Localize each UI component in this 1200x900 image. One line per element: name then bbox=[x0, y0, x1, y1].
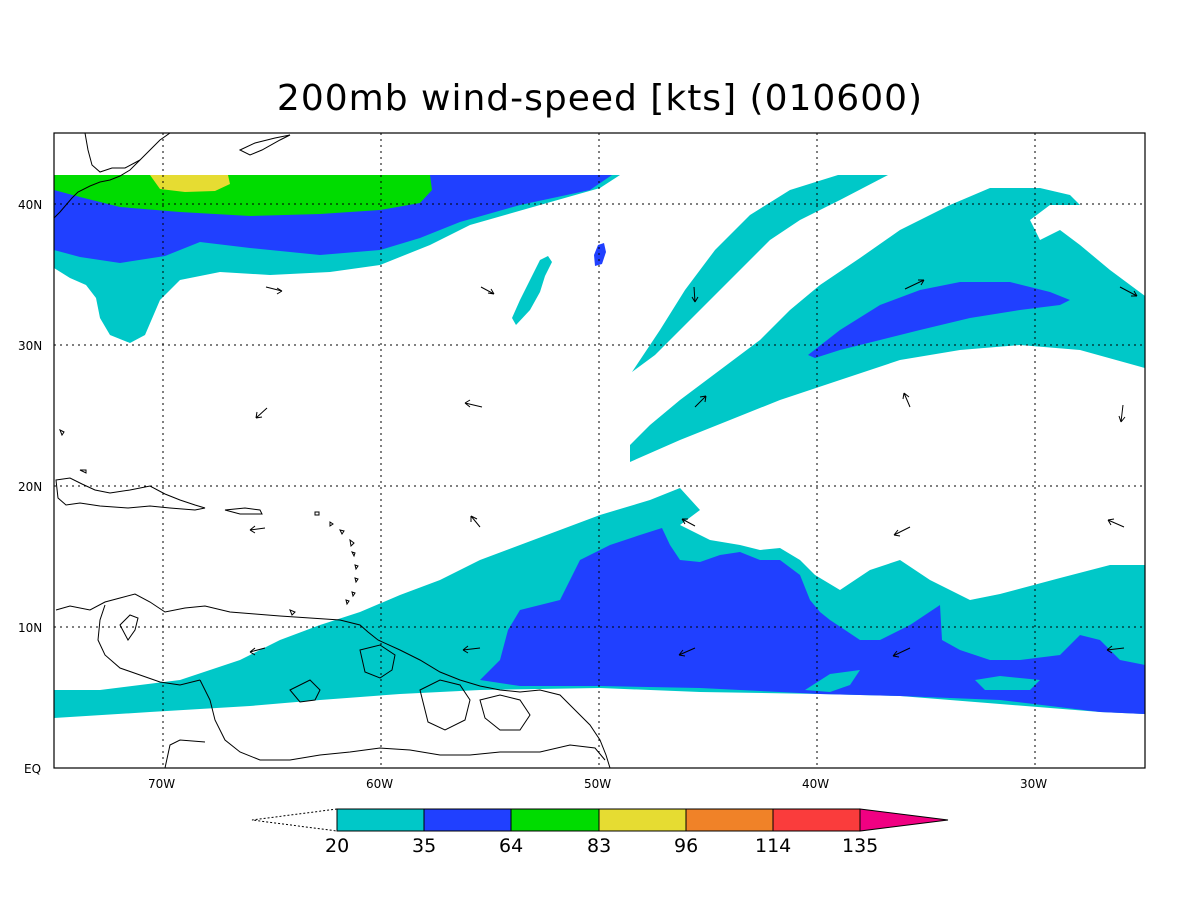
diagonal-band-20kt bbox=[632, 175, 888, 372]
lat-lon-grid bbox=[54, 133, 1145, 768]
lat-tick-30n: 30N bbox=[18, 339, 42, 353]
lon-tick-50w: 50W bbox=[584, 777, 611, 791]
colorbar-label-114: 114 bbox=[755, 835, 791, 857]
wind-arrow bbox=[1106, 645, 1125, 654]
colorbar-bin-83-96 bbox=[598, 808, 687, 832]
wind-arrow bbox=[249, 647, 266, 656]
colorbar-label-135: 135 bbox=[842, 835, 878, 857]
colorbar-label-96: 96 bbox=[674, 835, 698, 857]
colorbar-bin-64-83 bbox=[510, 808, 600, 832]
wind-arrow bbox=[462, 645, 481, 654]
colorbar-label-64: 64 bbox=[499, 835, 523, 857]
wind-arrow bbox=[249, 525, 266, 534]
lon-tick-labels: 70W 60W 50W 40W 30W bbox=[148, 777, 1047, 791]
colorbar-label-35: 35 bbox=[412, 835, 436, 857]
lon-tick-60w: 60W bbox=[366, 777, 393, 791]
diagonal-band-35kt bbox=[808, 282, 1070, 358]
wind-arrow bbox=[892, 647, 911, 658]
wind-vectors bbox=[249, 279, 1138, 658]
lon-tick-30w: 30W bbox=[1020, 777, 1047, 791]
wind-arrow bbox=[464, 399, 483, 408]
wind-arrow bbox=[691, 286, 699, 303]
wind-arrow bbox=[255, 407, 268, 419]
colorbar-bin-96-114 bbox=[685, 808, 774, 832]
blue-spot bbox=[594, 243, 606, 266]
north-jet-64kt-area bbox=[54, 175, 432, 216]
lon-tick-40w: 40W bbox=[802, 777, 829, 791]
wind-arrow bbox=[902, 392, 911, 408]
north-jet-83kt-area bbox=[150, 175, 230, 192]
wind-arrow bbox=[678, 647, 696, 657]
colorbar-bin-20-35 bbox=[336, 808, 425, 832]
plot-frame bbox=[53, 132, 1146, 769]
colorbar: 20 35 64 83 96 114 135 bbox=[251, 808, 949, 857]
colorbar-label-83: 83 bbox=[587, 835, 611, 857]
coastlines bbox=[54, 133, 611, 768]
south-cyan-notch bbox=[805, 670, 860, 692]
wind-arrow bbox=[1119, 286, 1138, 297]
wind-arrow bbox=[265, 286, 283, 295]
wind-arrow bbox=[694, 395, 707, 408]
lat-tick-eq: EQ bbox=[24, 762, 41, 776]
wind-speed-fields bbox=[54, 175, 1145, 718]
lat-tick-10n: 10N bbox=[18, 621, 42, 635]
lat-tick-labels: EQ 10N 20N 30N 40N bbox=[18, 198, 42, 776]
colorbar-bin-114-135 bbox=[772, 808, 861, 832]
wind-arrow bbox=[893, 526, 911, 537]
colorbar-under-triangle bbox=[251, 808, 338, 832]
wind-arrow bbox=[681, 518, 696, 527]
colorbar-over-triangle bbox=[859, 808, 949, 832]
map-title: 200mb wind-speed [kts] (010600) bbox=[276, 78, 924, 119]
lat-tick-40n: 40N bbox=[18, 198, 42, 212]
lon-tick-70w: 70W bbox=[148, 777, 175, 791]
wind-arrow bbox=[1118, 404, 1126, 423]
colorbar-bin-35-64 bbox=[423, 808, 512, 832]
lat-tick-20n: 20N bbox=[18, 480, 42, 494]
wind-arrow bbox=[1107, 518, 1125, 528]
wind-arrow bbox=[904, 279, 925, 290]
wind-arrow bbox=[470, 515, 481, 528]
colorbar-label-20: 20 bbox=[325, 835, 349, 857]
caribbean-islands bbox=[59, 428, 359, 616]
cyan-tongue bbox=[512, 256, 552, 325]
south-band-35kt bbox=[480, 528, 1145, 714]
wind-arrow bbox=[480, 286, 495, 295]
south-cyan-patch bbox=[975, 676, 1040, 690]
